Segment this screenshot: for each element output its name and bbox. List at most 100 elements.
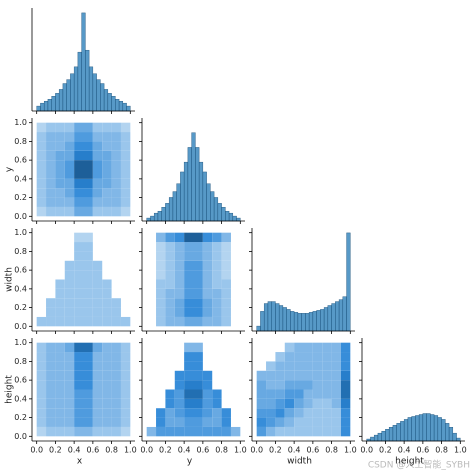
hist-bar (385, 429, 390, 442)
heat-cell (83, 408, 93, 418)
heat-cell (64, 298, 75, 308)
heat-cell (221, 270, 231, 280)
heat-cell (111, 426, 121, 437)
heat-cell (202, 398, 213, 409)
heat-cell (83, 260, 93, 271)
hist-bar (172, 191, 177, 222)
heat-cell (174, 398, 185, 409)
heat-cell (231, 408, 240, 417)
heat-cell (165, 380, 174, 389)
heat-cell (174, 408, 185, 418)
heat-cell (231, 308, 240, 317)
heat-cell (36, 122, 47, 133)
hist-bar (373, 434, 379, 442)
heat-cell (64, 288, 75, 299)
heat-cell (83, 232, 93, 243)
heat-cell (92, 342, 103, 353)
heat-cell (222, 399, 231, 408)
heat-cell (193, 370, 203, 381)
heat-cell (92, 132, 103, 142)
heat-cell (275, 370, 285, 381)
heat-cell (303, 426, 313, 437)
hist-bar (396, 423, 401, 442)
heat-cell (174, 242, 185, 252)
heat-cell (121, 270, 130, 279)
heat-cell (212, 260, 222, 271)
heat-cell (92, 122, 103, 133)
heat-cell (83, 298, 93, 308)
heat-cell (83, 370, 93, 381)
heat-cell (112, 251, 121, 260)
heat-cell (74, 426, 84, 437)
heat-cell (74, 188, 84, 198)
heat-cell (102, 380, 112, 390)
heat-cell (147, 361, 156, 370)
hist-bar (126, 105, 131, 112)
x-tick-label: 0.6 (416, 446, 429, 455)
x-tick-label: 0.8 (325, 446, 338, 455)
heat-cell (74, 251, 84, 261)
heat-cell (120, 206, 131, 217)
heat-cell (231, 343, 240, 352)
heat-cell (46, 233, 55, 242)
heat-cell (64, 426, 75, 437)
hist-bar (118, 100, 124, 112)
heat-cell (331, 426, 341, 437)
heat-cell (74, 316, 84, 327)
heat-cell (312, 398, 323, 409)
heat-cell (202, 298, 213, 308)
heat-cell (36, 408, 47, 418)
hist-bar (77, 51, 82, 112)
heat-cell (37, 289, 46, 298)
hist-bar (122, 102, 127, 112)
heat-cell (111, 132, 121, 142)
heat-cell (55, 298, 65, 308)
hist-bar (305, 313, 310, 332)
heat-cell (120, 178, 131, 189)
hist-bar (407, 417, 412, 442)
heat-cell (294, 361, 304, 371)
heat-cell (165, 260, 175, 271)
hist-bar (115, 99, 120, 112)
hist-bar (40, 102, 45, 112)
heat-cell (303, 361, 313, 371)
heat-cell (121, 289, 130, 298)
heat-cell (102, 307, 112, 317)
heat-cell (147, 242, 156, 251)
heat-cell (120, 122, 131, 133)
y-tick-label: 0.2 (14, 303, 27, 312)
heat-cell (147, 352, 156, 361)
x-tick-label: 0.4 (178, 446, 191, 455)
heat-cell (92, 389, 103, 399)
heat-cell (74, 307, 84, 317)
heat-cell (64, 188, 75, 198)
heat-cell (174, 316, 185, 327)
heat-cell (92, 352, 103, 362)
heat-cell (202, 370, 213, 381)
hist-bar (165, 203, 170, 222)
heat-cell (46, 298, 56, 308)
hist-bar (217, 203, 222, 222)
heat-cell (83, 417, 93, 427)
heat-cell (55, 188, 65, 198)
heat-cell (331, 361, 341, 371)
heat-cell (202, 270, 213, 280)
heat-cell (46, 289, 55, 298)
heat-cell (121, 261, 130, 270)
heat-cell (184, 260, 194, 271)
heat-cell (83, 160, 93, 170)
heat-cell (74, 279, 84, 289)
y-tick-label: 1.0 (14, 228, 27, 237)
heat-cell (64, 197, 75, 207)
heat-cell (193, 279, 203, 289)
heat-cell (230, 426, 241, 437)
hist-bar (437, 417, 442, 442)
heat-cell (46, 141, 56, 151)
heat-cell (322, 342, 332, 353)
heat-cell (64, 141, 75, 151)
heat-cell (83, 316, 93, 327)
heat-cell (266, 370, 276, 381)
heat-cell (212, 361, 221, 370)
hist-bar (36, 105, 41, 112)
heat-cell (55, 178, 65, 189)
